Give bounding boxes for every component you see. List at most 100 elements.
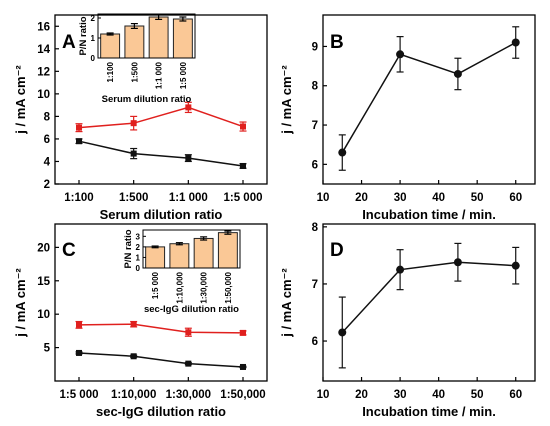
y-tick-label: 14 bbox=[37, 44, 50, 56]
x-tick-label: 50 bbox=[471, 192, 484, 204]
panel-letter: A bbox=[62, 32, 76, 53]
x-tick-label: 40 bbox=[432, 389, 445, 401]
y-tick-label: 8 bbox=[44, 111, 51, 123]
inset-frame bbox=[97, 13, 196, 59]
y-tick-label: 15 bbox=[37, 276, 50, 288]
x-axis-label: Serum dilution ratio bbox=[100, 207, 223, 222]
data-point bbox=[185, 104, 192, 111]
y-axis-label: j / mA cm⁻² bbox=[279, 65, 294, 135]
inset-x-tick-label: 1:100 bbox=[106, 61, 115, 82]
x-tick-label: 1:5 000 bbox=[59, 389, 98, 401]
inset-chart: 1:100 1:500 1:1 000 1:5 000 0 1 2P/N ratio Seru… bbox=[78, 13, 196, 105]
y-tick-label: 9 bbox=[312, 41, 318, 53]
data-point bbox=[76, 138, 82, 145]
x-tick-label: 1:5 000 bbox=[223, 192, 262, 204]
data-point bbox=[185, 329, 192, 336]
inset-x-tick-label: 1:5 000 bbox=[179, 61, 188, 89]
inset-x-tick-label: 1:500 bbox=[130, 61, 139, 82]
x-tick-label: 1:1 000 bbox=[169, 192, 208, 204]
series-line bbox=[78, 352, 244, 368]
inset-y-axis-label: P/N ratio bbox=[123, 229, 134, 268]
panel-letter: C bbox=[62, 240, 76, 261]
y-tick-label: 7 bbox=[312, 120, 318, 132]
data-point bbox=[185, 360, 192, 367]
y-tick-label: 7 bbox=[312, 279, 318, 291]
x-tick-label: 1:50,000 bbox=[220, 389, 265, 401]
panel-letter: B bbox=[330, 32, 344, 53]
data-point bbox=[130, 353, 137, 360]
x-tick-label: 60 bbox=[509, 192, 522, 204]
x-tick-label: 30 bbox=[394, 389, 407, 401]
y-tick-label: 6 bbox=[44, 134, 50, 146]
inset-bar bbox=[193, 237, 214, 269]
y-tick-label: 4 bbox=[44, 156, 51, 168]
y-axis-label: j / mA cm⁻² bbox=[13, 65, 28, 135]
inset-x-tick-label: 1:30,000 bbox=[200, 271, 209, 303]
plot-frame-d bbox=[322, 223, 536, 382]
x-tick-label: 10 bbox=[317, 192, 330, 204]
y-tick-label: 6 bbox=[312, 159, 318, 171]
data-point bbox=[240, 123, 246, 130]
y-tick-label: 12 bbox=[37, 66, 50, 78]
plot-frame-b bbox=[322, 14, 536, 185]
inset-y-tick-label: 3 bbox=[136, 232, 141, 241]
inset-bar bbox=[100, 33, 121, 59]
x-tick-label: 1:500 bbox=[119, 192, 148, 204]
series-line bbox=[78, 106, 244, 129]
y-tick-label: 16 bbox=[37, 21, 50, 33]
inset-x-tick-label: 1:10,000 bbox=[175, 271, 184, 303]
x-axis-label: sec-IgG dilution ratio bbox=[96, 404, 226, 419]
x-tick-label: 30 bbox=[394, 192, 407, 204]
x-tick-label: 40 bbox=[432, 192, 445, 204]
y-tick-label: 2 bbox=[44, 179, 50, 191]
data-point bbox=[240, 363, 246, 370]
data-point bbox=[396, 265, 405, 274]
inset-bar bbox=[124, 25, 145, 59]
data-point bbox=[453, 69, 462, 78]
y-tick-label: 6 bbox=[312, 336, 318, 348]
series-1 bbox=[75, 138, 247, 169]
series-line bbox=[341, 261, 516, 333]
data-point bbox=[130, 150, 137, 157]
series-line bbox=[341, 41, 517, 153]
series-line bbox=[78, 140, 244, 167]
y-tick-label: 8 bbox=[312, 222, 319, 234]
inset-y-tick-label: 2 bbox=[136, 243, 141, 252]
y-axis-label: j / mA cm⁻² bbox=[13, 268, 28, 338]
data-point bbox=[130, 120, 137, 127]
inset-x-axis-label: Serum dilution ratio bbox=[102, 94, 192, 105]
inset-y-tick-label: 0 bbox=[91, 54, 96, 63]
data-point bbox=[396, 50, 405, 59]
x-tick-label: 50 bbox=[471, 389, 484, 401]
inset-x-tick-label: 1:50,000 bbox=[224, 271, 233, 303]
x-tick-label: 1:10,000 bbox=[111, 389, 156, 401]
data-point bbox=[338, 148, 347, 157]
x-tick-label: 1:100 bbox=[64, 192, 93, 204]
x-tick-label: 20 bbox=[355, 192, 368, 204]
x-tick-label: 60 bbox=[509, 389, 522, 401]
data-point bbox=[338, 328, 347, 337]
data-point bbox=[453, 258, 462, 267]
inset-y-tick-label: 1 bbox=[136, 253, 141, 262]
x-axis-label: Incubation time / min. bbox=[362, 404, 496, 419]
y-tick-label: 8 bbox=[312, 81, 319, 93]
data-point bbox=[185, 155, 192, 162]
panel-b: 6 7 8 9 10 20 30 40 50 60 j / mA cm⁻² Incubation ti… bbox=[279, 14, 536, 222]
inset-bar bbox=[148, 16, 169, 59]
inset-frame bbox=[142, 229, 241, 269]
x-tick-label: 10 bbox=[317, 389, 330, 401]
inset-bar bbox=[169, 243, 190, 269]
x-tick-label: 1:30,000 bbox=[166, 389, 211, 401]
inset-x-tick-label: 1:1 000 bbox=[155, 61, 164, 89]
x-axis-label: Incubation time / min. bbox=[362, 207, 496, 222]
plot-frame-c bbox=[54, 223, 268, 382]
y-tick-label: 10 bbox=[37, 309, 50, 321]
panel-letter: D bbox=[330, 240, 344, 261]
x-tick-label: 20 bbox=[355, 389, 368, 401]
y-tick-label: 20 bbox=[37, 242, 50, 254]
inset-chart: 1:5 000 1:10,000 1:30,000 1:50,000 0 12 3P/N r… bbox=[123, 229, 241, 315]
data-point bbox=[76, 349, 82, 356]
